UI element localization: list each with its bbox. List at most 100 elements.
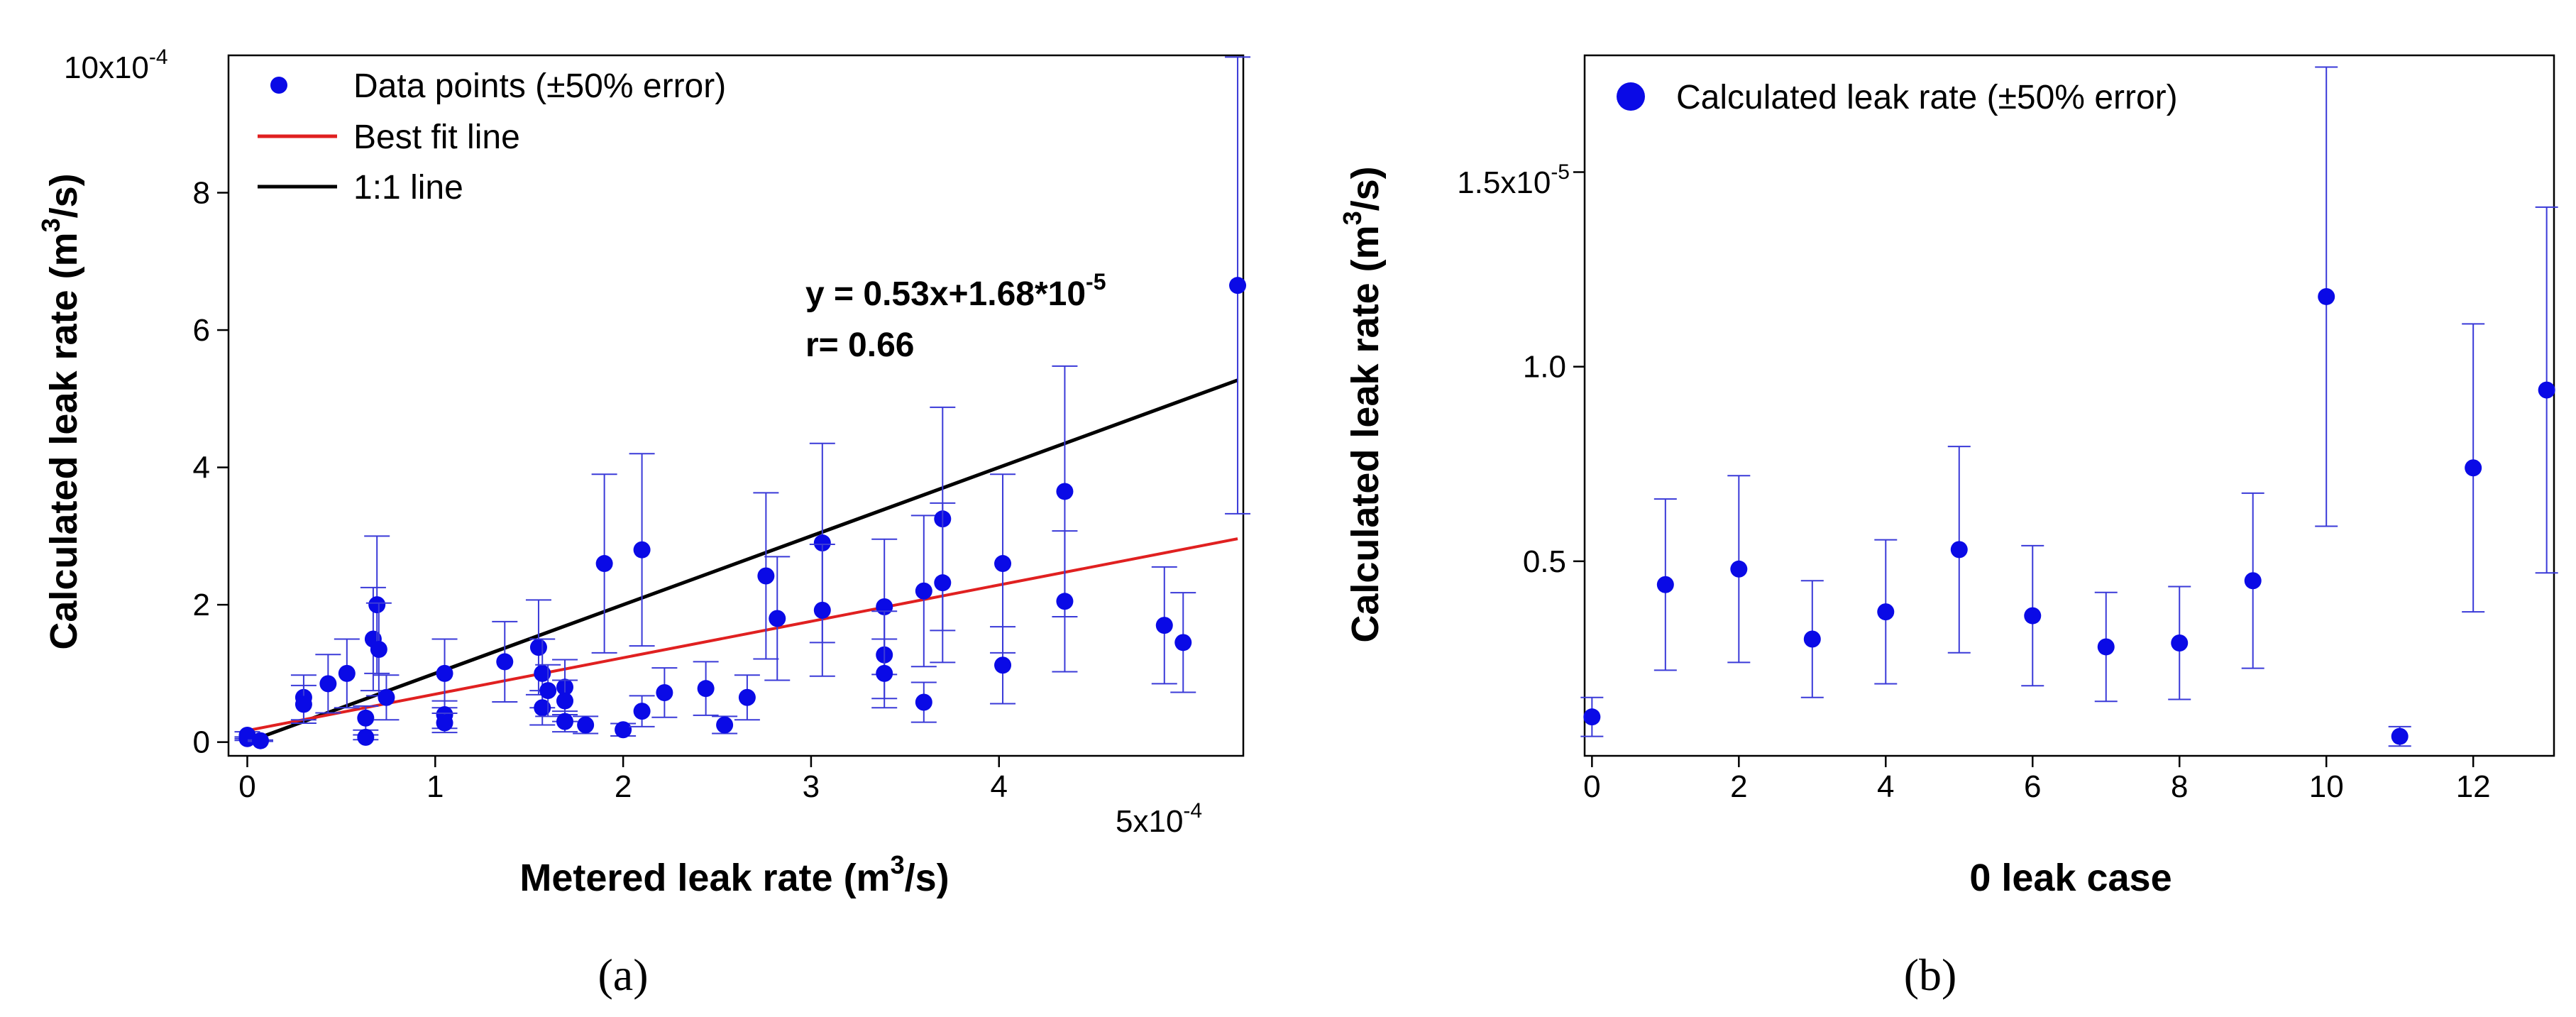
chart-b-y-tick-label: 1.0 [1523, 350, 1566, 385]
chart-a-data-point [738, 688, 756, 706]
chart-b-x-tick-label: 2 [1730, 769, 1747, 804]
chart-a-y-tick-label: 0 [193, 725, 210, 760]
chart-a-data-point [252, 732, 270, 749]
chart-a-data-point [378, 688, 395, 706]
chart-b-x-tick-label: 8 [2171, 769, 2188, 804]
chart-a-x-tick-label: 3 [803, 769, 820, 804]
chart-a-data-point [1229, 277, 1247, 295]
chart-a-legend-points-label: Data points (±50% error) [353, 67, 726, 105]
chart-a-data-point [539, 682, 557, 700]
chart-a-legend-point-marker [270, 77, 287, 94]
chart-a-data-point [338, 664, 356, 682]
chart-a-data-point [1056, 483, 1074, 500]
chart-a-one-to-one-line [246, 378, 1238, 744]
chart-b-legend: Calculated leak rate (±50% error) [1617, 79, 2178, 116]
chart-a-lines [246, 378, 1238, 744]
chart-a-data-point [238, 730, 256, 747]
chart-b-x-tick-label: 4 [1877, 769, 1894, 804]
chart-a-data-point [994, 555, 1012, 573]
chart-b-x-tick-label: 12 [2456, 769, 2491, 804]
chart-b-data-point [1656, 576, 1674, 593]
chart-a-data-point [496, 653, 514, 671]
chart-a-points [234, 56, 1251, 749]
chart-a-r-annotation: r= 0.66 [805, 326, 914, 364]
chart-a-panel-label: (a) [598, 950, 648, 1000]
chart-b-data-point [1730, 560, 1748, 578]
chart-a-legend-fit-label: Best fit line [353, 119, 520, 156]
chart-a-x-tick-label: 0 [238, 769, 255, 804]
chart-a-plot-frame [227, 54, 1245, 757]
chart-a-data-point [370, 641, 387, 659]
chart-a-data-point [357, 728, 375, 746]
chart-a-best-fit-line [247, 537, 1238, 732]
chart-a-x-axis-title: Metered leak rate (m3/s) [519, 850, 949, 899]
chart-b-data-point [2318, 287, 2335, 305]
chart-a-y-tick-label: 6 [193, 313, 210, 348]
chart-b-data-point [2244, 572, 2262, 590]
chart-b-data-point [2391, 727, 2409, 745]
chart-a-data-point [577, 716, 595, 734]
chart-a-data-point [357, 709, 375, 727]
chart-b-x-axis-title: 0 leak case [1969, 857, 2172, 899]
chart-a-data-point [994, 656, 1012, 674]
chart-a-data-point [1174, 634, 1192, 652]
chart-a-data-point [295, 696, 312, 713]
chart-b-panel-label: (b) [1904, 950, 1957, 1000]
chart-a-data-point [876, 664, 893, 682]
chart-b-points [1580, 66, 2558, 747]
chart-b-x-tick-label: 0 [1583, 769, 1600, 804]
chart-b-plot-frame [1583, 54, 2555, 757]
chart-b: 0 2 4 6 8 10 12 0.5 1.0 1.5x10-5 0 leak case Cal… [1338, 54, 2558, 1000]
chart-a-data-point [1155, 617, 1173, 634]
chart-b-data-point [2024, 607, 2042, 625]
chart-b-data-point [1583, 708, 1601, 726]
chart-b-legend-points-label: Calculated leak rate (±50% error) [1676, 79, 2178, 116]
chart-a-data-point [534, 664, 551, 682]
chart-a-data-point [769, 610, 786, 627]
chart-a-data-point [595, 555, 613, 573]
chart-a-data-point [368, 596, 386, 614]
chart-a-data-point [436, 664, 453, 682]
chart-a-data-point [656, 683, 673, 701]
chart-b-data-point [2097, 638, 2115, 656]
chart-a-data-point [934, 574, 952, 592]
chart-a-data-point [556, 692, 574, 710]
chart-a-y-tick-label: 2 [193, 588, 210, 622]
chart-a-data-point [633, 703, 651, 720]
chart-a-y-tick-label: 8 [193, 176, 210, 211]
chart-a-data-point [534, 699, 551, 717]
chart-a-data-point [813, 534, 831, 552]
chart-a-legend-one-to-one-label: 1:1 line [353, 169, 463, 207]
chart-a-y-tick-label: 4 [193, 451, 210, 485]
chart-b-y-axis-title: Calculated leak rate (m3/s) [1338, 166, 1387, 642]
chart-a-data-point [716, 716, 734, 734]
chart-b-legend-point-marker [1617, 82, 1645, 111]
chart-b-x-tick-label: 6 [2024, 769, 2041, 804]
chart-a-data-point [556, 713, 574, 730]
chart-a-data-point [633, 541, 651, 559]
chart-b-data-point [1950, 541, 1968, 559]
chart-a-x-tick-label: 4 [990, 769, 1007, 804]
chart-a-data-point [697, 680, 715, 698]
chart-a-y-top-label: 10x10-4 [64, 45, 168, 85]
chart-b-y-tick-label: 0.5 [1523, 544, 1566, 579]
chart-b-data-point [2465, 459, 2482, 477]
chart-b-y-top-label: 1.5x10-5 [1457, 160, 1570, 200]
chart-a-data-point [757, 567, 775, 585]
chart-a-data-point [436, 714, 453, 732]
chart-b-data-point [2171, 634, 2189, 652]
chart-a-ticks: 0 1 2 3 4 0 2 4 6 8 [193, 176, 1008, 804]
chart-a-y-axis-title: Calculated leak rate (m3/s) [36, 173, 85, 649]
chart-a-x-exponent-label: 5x10-4 [1116, 799, 1202, 839]
chart-b-data-point [1877, 603, 1895, 621]
chart-a-equation-annotation: y = 0.53x+1.68*10-5 [805, 269, 1106, 313]
chart-a: 0 1 2 3 4 0 2 4 6 8 10x10-4 5x10-4 Metered leak r… [36, 45, 1251, 1000]
chart-a-data-point [915, 693, 932, 711]
chart-a-data-point [529, 639, 547, 656]
chart-a-legend: Data points (±50% error) Best fit line 1… [258, 67, 726, 207]
chart-a-data-point [915, 582, 932, 600]
chart-b-x-tick-label: 10 [2309, 769, 2344, 804]
chart-a-data-point [319, 675, 337, 693]
chart-a-data-point [1056, 593, 1074, 610]
